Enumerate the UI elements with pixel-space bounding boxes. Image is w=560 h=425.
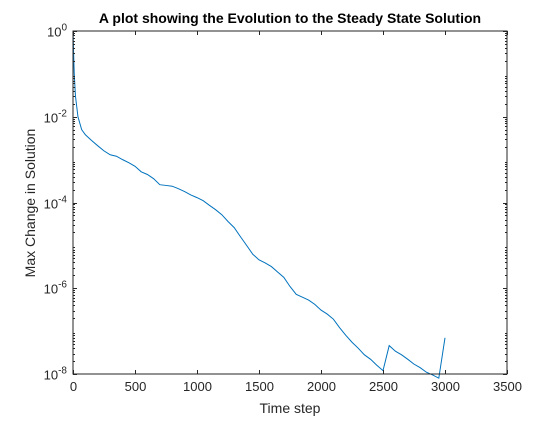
x-tick-label: 3500 [493, 379, 522, 394]
axes-box [72, 30, 508, 375]
x-tick-label: 2000 [307, 379, 336, 394]
y-tick-label: 10-4 [44, 195, 68, 212]
series-layer [72, 32, 446, 379]
y-axis: 10-8 10-6 10-4 10-2 100 [44, 23, 507, 383]
y-tick-label: 10-8 [44, 366, 68, 383]
y-tick-label: 10-2 [44, 109, 68, 126]
y-tick-label: 100 [47, 23, 67, 40]
x-tick-label: 2500 [369, 379, 398, 394]
y-tick-label: 10-6 [44, 280, 68, 297]
x-axis: 0 500 1000 1500 2000 2500 3000 3500 [70, 31, 522, 394]
x-tick-label: 1000 [183, 379, 212, 394]
series-line [72, 32, 446, 379]
x-axis-title: Time step [260, 400, 321, 416]
x-tick-label: 1500 [245, 379, 274, 394]
x-tick-label: 0 [70, 379, 77, 394]
chart-title: A plot showing the Evolution to the Stea… [99, 10, 481, 26]
plot-area [73, 31, 507, 374]
x-tick-label: 3000 [431, 379, 460, 394]
axes-layer [72, 30, 508, 375]
x-tick-label: 500 [125, 379, 147, 394]
y-axis-title: Max Change in Solution [22, 129, 38, 278]
